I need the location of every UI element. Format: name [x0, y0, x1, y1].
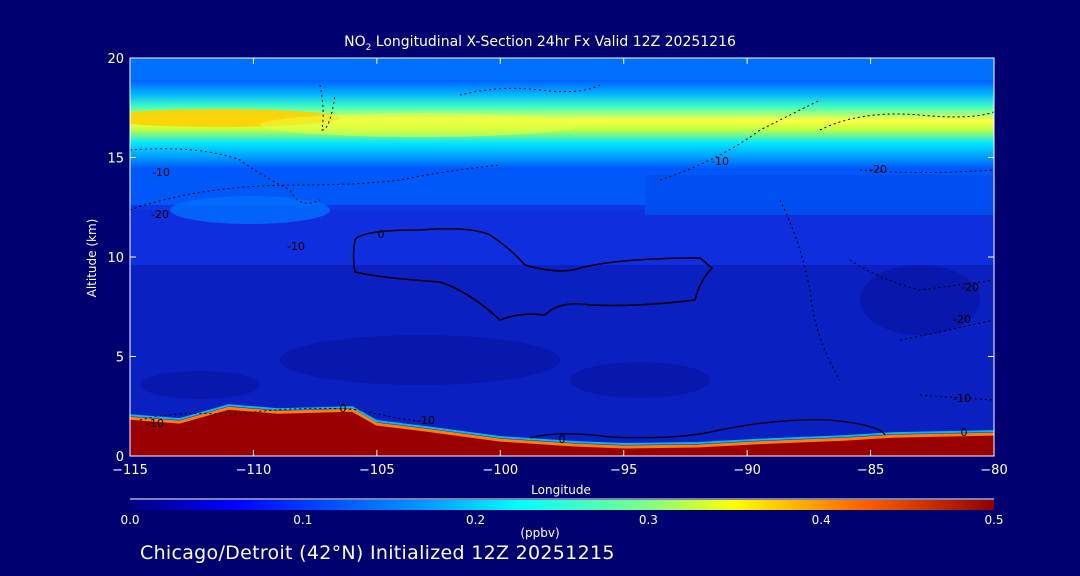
- contour-zero-b: [529, 419, 886, 439]
- contour-dotted-9: [899, 319, 994, 341]
- contour-label: 0: [961, 426, 968, 439]
- contour-dotted-7: [779, 199, 841, 381]
- y-tick-label: 5: [116, 351, 124, 366]
- contour-dotted-8: [849, 259, 994, 291]
- y-axis-label: Altitude (km): [85, 219, 99, 298]
- chart-title: NO2 Longitudinal X-Section 24hr Fx Valid…: [344, 34, 736, 53]
- terrain-edge: [130, 406, 994, 449]
- contour-label: -10: [152, 166, 170, 179]
- colorbar-tick-label: 0.2: [466, 513, 485, 527]
- contour-label: -20: [869, 163, 887, 176]
- footer-caption: Chicago/Detroit (42°N) Initialized 12Z 2…: [140, 542, 615, 564]
- right-dip: [645, 175, 994, 215]
- contour-dotted-1: [130, 148, 321, 204]
- colorbar-unit-label: (ppbv): [520, 526, 560, 540]
- x-tick-label: −100: [482, 463, 518, 478]
- contour-label: -10: [287, 240, 305, 253]
- contour-label: 0: [378, 228, 385, 241]
- contour-zero-a: [352, 228, 714, 321]
- contour-dotted-3: [319, 84, 336, 131]
- x-tick-label: −105: [359, 463, 395, 478]
- contour-label: -10: [953, 392, 971, 405]
- x-tick-label: −90: [733, 463, 760, 478]
- contour-label: -20: [961, 281, 979, 294]
- y-tick-label: 20: [107, 52, 124, 67]
- terrain-glow: [130, 404, 994, 446]
- x-tick-label: −95: [610, 463, 637, 478]
- colorbar-tick-label: 0.0: [120, 513, 139, 527]
- x-axis-label: Longitude: [531, 483, 591, 497]
- x-tick-label: −110: [236, 463, 272, 478]
- x-axis: −115 −110 −105 −100 −95 −90 −85 −80: [112, 58, 1008, 478]
- contour-labels: -10 -20 -10 0 0 -10 -10 -20 -20 -20 -10 -10 0 0: [146, 155, 979, 446]
- plot-area: -10 -20 -10 0 0 -10 -10 -20 -20 -20 -10 -10 0 0: [130, 58, 994, 456]
- contour-dotted-12: [459, 84, 601, 96]
- contour-label: -10: [711, 155, 729, 168]
- colorbar-tick-label: 0.1: [293, 513, 312, 527]
- contour-dotted-4: [659, 99, 821, 181]
- contour-label: -20: [151, 208, 169, 221]
- y-tick-label: 10: [107, 251, 124, 266]
- contour-label: -10: [146, 417, 164, 430]
- yellow-core-2: [260, 113, 580, 137]
- colorbar-tick-label: 0.5: [984, 513, 1003, 527]
- x-tick-label: −85: [857, 463, 884, 478]
- colorbar-ticks: 0.0 0.1 0.2 0.3 0.4 0.5: [120, 513, 1003, 527]
- contour-label: 0: [559, 433, 566, 446]
- contour-label: 0: [340, 402, 347, 415]
- y-tick-label: 0: [116, 450, 124, 465]
- colorbar-tick-label: 0.4: [812, 513, 831, 527]
- contour-label: -10: [417, 414, 435, 427]
- x-tick-label: −115: [112, 463, 148, 478]
- y-tick-label: 15: [107, 152, 124, 167]
- colorbar-tick-label: 0.3: [639, 513, 658, 527]
- terrain-surface: [130, 408, 994, 456]
- colorbar: [130, 500, 994, 510]
- y-axis: 0 5 10 15 20: [107, 52, 994, 465]
- x-tick-label: −80: [980, 463, 1007, 478]
- contour-label: -20: [953, 313, 971, 326]
- contour-dotted-5: [819, 111, 994, 131]
